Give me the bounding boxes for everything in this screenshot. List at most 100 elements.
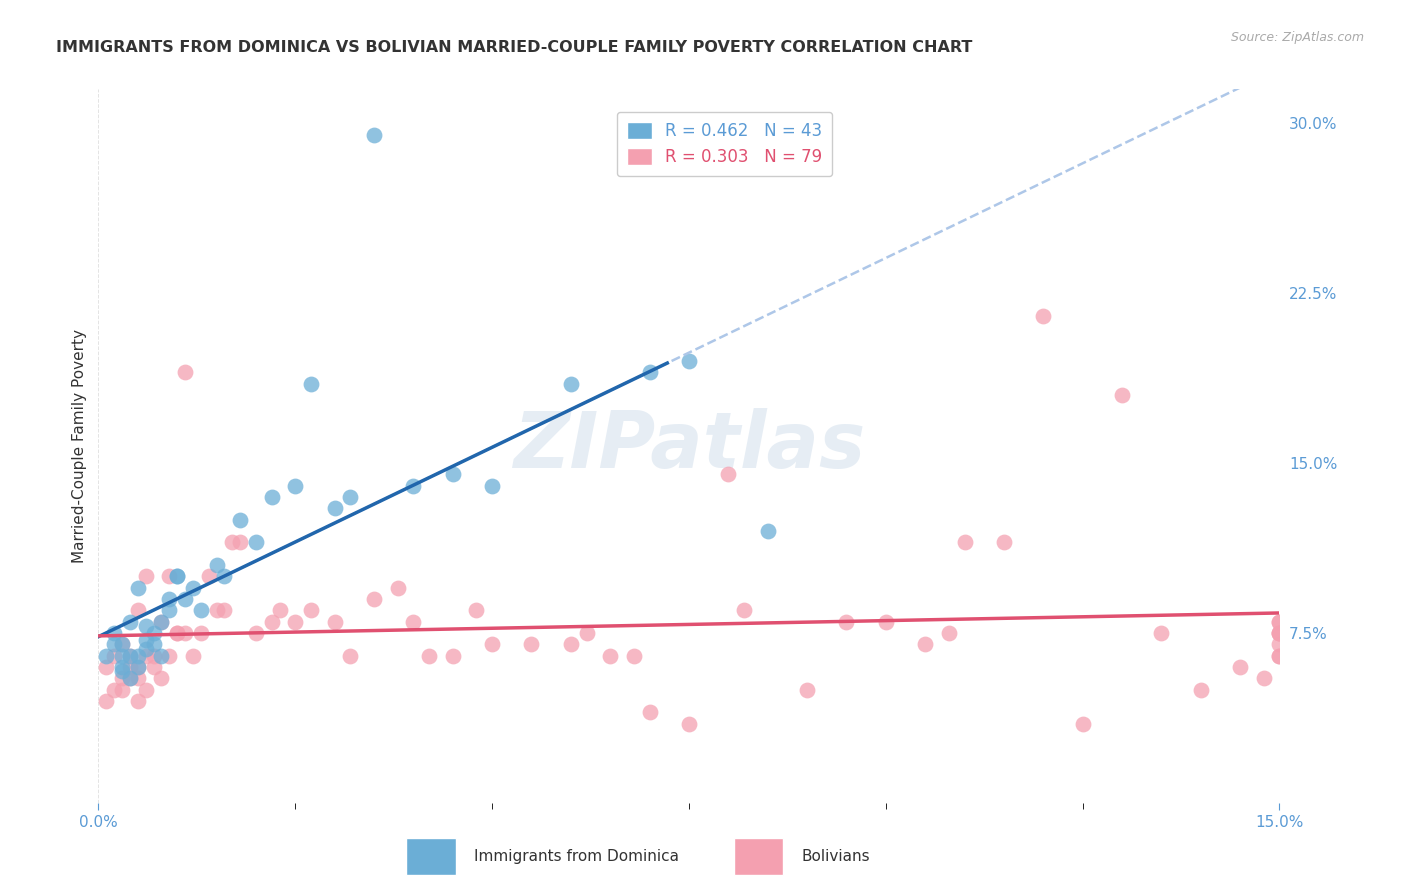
Point xyxy=(135,641,157,656)
Point xyxy=(678,716,700,731)
Point xyxy=(127,694,149,708)
Point xyxy=(166,569,188,583)
Point xyxy=(174,591,197,606)
Point xyxy=(118,648,141,663)
Point xyxy=(111,637,134,651)
Point xyxy=(953,535,976,549)
Text: Source: ZipAtlas.com: Source: ZipAtlas.com xyxy=(1230,31,1364,45)
Point xyxy=(323,615,346,629)
Point xyxy=(190,603,212,617)
Point xyxy=(402,615,425,629)
Point xyxy=(638,705,661,719)
Point xyxy=(1071,716,1094,731)
Point xyxy=(142,626,165,640)
Point xyxy=(418,648,440,663)
Point xyxy=(96,648,118,663)
Point xyxy=(150,615,173,629)
Point xyxy=(1268,626,1291,640)
Point xyxy=(269,603,291,617)
Point xyxy=(142,637,165,651)
Point xyxy=(914,637,936,651)
Text: IMMIGRANTS FROM DOMINICA VS BOLIVIAN MARRIED-COUPLE FAMILY POVERTY CORRELATION C: IMMIGRANTS FROM DOMINICA VS BOLIVIAN MAR… xyxy=(56,40,973,55)
Point xyxy=(166,626,188,640)
Point xyxy=(835,615,858,629)
Point xyxy=(560,376,582,391)
Point xyxy=(245,626,267,640)
Point xyxy=(135,682,157,697)
Point xyxy=(245,535,267,549)
Point xyxy=(229,513,252,527)
Point xyxy=(756,524,779,538)
Point xyxy=(150,615,173,629)
Point xyxy=(118,615,141,629)
Point xyxy=(339,648,361,663)
Point xyxy=(1268,626,1291,640)
Point xyxy=(150,671,173,685)
Text: Immigrants from Dominica: Immigrants from Dominica xyxy=(474,849,679,863)
Point xyxy=(96,694,118,708)
Point xyxy=(1268,637,1291,651)
Point xyxy=(733,603,755,617)
Point xyxy=(465,603,488,617)
Point xyxy=(993,535,1015,549)
Point xyxy=(157,603,180,617)
Point xyxy=(260,490,283,504)
Point xyxy=(339,490,361,504)
Point xyxy=(157,569,180,583)
Point xyxy=(1189,682,1212,697)
Point xyxy=(103,682,125,697)
Point xyxy=(284,615,307,629)
Point xyxy=(205,558,228,572)
Point xyxy=(181,581,204,595)
Point xyxy=(127,603,149,617)
Point xyxy=(441,648,464,663)
Point xyxy=(1032,309,1054,323)
Point xyxy=(1268,626,1291,640)
Point xyxy=(111,648,134,663)
Point xyxy=(284,478,307,492)
Point xyxy=(623,648,645,663)
Point xyxy=(103,648,125,663)
Point xyxy=(520,637,543,651)
Point xyxy=(157,648,180,663)
Legend: R = 0.462   N = 43, R = 0.303   N = 79: R = 0.462 N = 43, R = 0.303 N = 79 xyxy=(617,112,832,177)
Point xyxy=(135,632,157,647)
Y-axis label: Married-Couple Family Poverty: Married-Couple Family Poverty xyxy=(72,329,87,563)
Point xyxy=(135,619,157,633)
Text: Bolivians: Bolivians xyxy=(801,849,870,863)
Point xyxy=(135,569,157,583)
Point xyxy=(717,467,740,482)
Point xyxy=(142,648,165,663)
Point xyxy=(221,535,243,549)
Point xyxy=(678,354,700,368)
FancyBboxPatch shape xyxy=(734,838,783,875)
Point xyxy=(127,581,149,595)
Point xyxy=(166,626,188,640)
Point xyxy=(875,615,897,629)
Point xyxy=(157,591,180,606)
Point xyxy=(127,660,149,674)
Point xyxy=(190,626,212,640)
Point xyxy=(796,682,818,697)
FancyBboxPatch shape xyxy=(406,838,456,875)
Point xyxy=(111,637,134,651)
Point xyxy=(481,478,503,492)
Point xyxy=(166,569,188,583)
Point xyxy=(181,648,204,663)
Point xyxy=(481,637,503,651)
Point xyxy=(205,603,228,617)
Point xyxy=(118,671,141,685)
Point xyxy=(441,467,464,482)
Point xyxy=(111,682,134,697)
Point xyxy=(135,648,157,663)
Point xyxy=(111,660,134,674)
Point xyxy=(260,615,283,629)
Point xyxy=(638,365,661,379)
Point xyxy=(214,569,236,583)
Point xyxy=(142,660,165,674)
Point xyxy=(214,603,236,617)
Point xyxy=(127,648,149,663)
Point xyxy=(299,376,322,391)
Point xyxy=(1268,615,1291,629)
Point xyxy=(1150,626,1173,640)
